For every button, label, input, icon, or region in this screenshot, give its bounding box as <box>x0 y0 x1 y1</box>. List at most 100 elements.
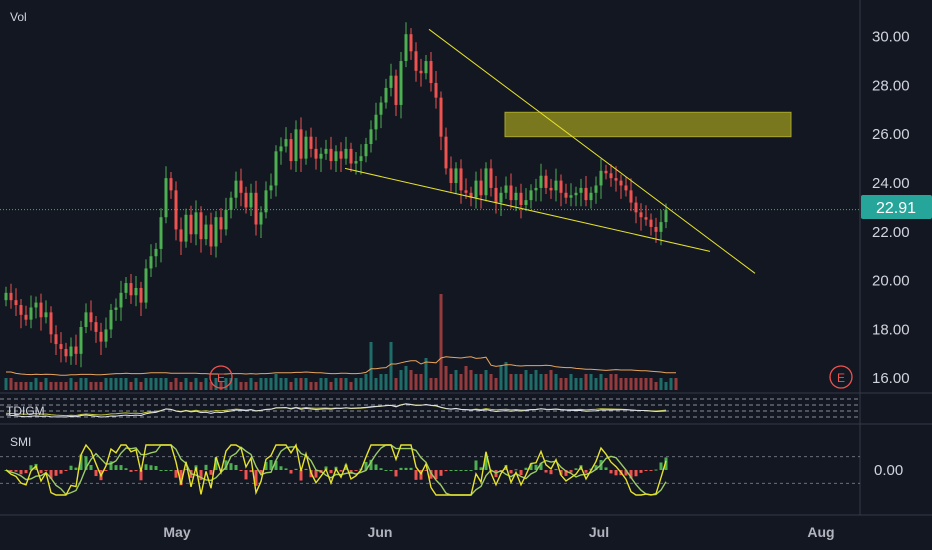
price-tick-label: 16.00 <box>872 370 910 387</box>
smi-histogram-bar <box>344 464 348 470</box>
smi-histogram-bar <box>39 470 43 474</box>
earnings-marker-aug[interactable]: E <box>829 365 853 389</box>
candle <box>644 205 648 226</box>
smi-histogram-bar <box>79 454 83 470</box>
volume-bar <box>74 382 78 390</box>
volume-bar <box>389 342 393 390</box>
smi-histogram-bar <box>214 457 218 470</box>
volume-bar <box>204 378 208 390</box>
time-tick-label: Jun <box>368 524 393 540</box>
volume-bar <box>384 374 388 390</box>
candle <box>74 334 78 365</box>
smi-histogram-bar <box>74 467 78 470</box>
volume-bar <box>314 382 318 390</box>
volume-bar <box>649 378 653 390</box>
volume-bar <box>344 378 348 390</box>
smi-histogram-bar <box>434 470 438 479</box>
candle <box>264 181 268 219</box>
price-tick-label: 18.00 <box>872 321 910 338</box>
volume-bar <box>214 378 218 390</box>
smi-histogram-bar <box>119 465 123 470</box>
candle <box>629 178 633 212</box>
smi-histogram-bar <box>114 465 118 470</box>
volume-bar <box>24 382 28 390</box>
smi-histogram-bar <box>384 470 388 471</box>
volume-ma-line <box>6 356 676 376</box>
candle <box>324 139 328 160</box>
candle <box>159 208 163 263</box>
candle <box>469 186 473 207</box>
axis-layer: 30.00 28.00 26.00 24.00 22.00 20.00 18.00 16.00… <box>163 29 909 540</box>
volume-bar <box>664 382 668 390</box>
volume-bar <box>19 382 23 390</box>
candle <box>579 178 583 207</box>
volume-bar <box>514 374 518 390</box>
resistance-zone[interactable] <box>504 111 792 138</box>
smi-histogram-bar <box>439 470 443 476</box>
volume-bar <box>529 374 533 390</box>
volume-bar <box>399 370 403 390</box>
candle <box>4 286 8 307</box>
earnings-marker-may[interactable]: E <box>209 365 233 389</box>
smi-histogram-bar <box>159 470 163 471</box>
volume-bar <box>499 366 503 390</box>
smi-histogram-bar <box>364 461 368 470</box>
candle <box>389 63 393 97</box>
current-price-badge: 22.91 <box>861 195 932 219</box>
candle <box>569 183 573 207</box>
volume-bar <box>469 370 473 390</box>
candle <box>449 156 453 192</box>
volume-layer <box>4 294 678 390</box>
smi-histogram-bar <box>484 455 488 470</box>
candle <box>599 158 603 199</box>
volume-bar <box>124 378 128 390</box>
smi-histogram-bar <box>354 470 358 472</box>
smi-histogram-bar <box>574 468 578 470</box>
candle <box>149 244 153 277</box>
candle <box>174 181 178 241</box>
candle <box>169 172 173 199</box>
smi-histogram-bar <box>479 467 483 470</box>
volume-bar <box>309 382 313 390</box>
candle <box>379 96 383 129</box>
candle <box>9 283 13 309</box>
volume-bar <box>154 378 158 390</box>
candle <box>614 166 618 192</box>
volume-bar <box>609 374 613 390</box>
candle <box>119 280 123 321</box>
smi-histogram-bar <box>154 465 158 470</box>
volume-bar <box>674 378 678 390</box>
volume-bar <box>119 378 123 390</box>
candle <box>54 325 58 356</box>
smi-histogram-bar <box>659 462 663 470</box>
smi-histogram-bar <box>394 470 398 477</box>
volume-bar <box>494 378 498 390</box>
lower-trendline[interactable] <box>344 167 711 252</box>
candle <box>349 142 353 173</box>
price-tick-label: 30.00 <box>872 29 910 46</box>
volume-bar <box>294 378 298 390</box>
upper-trendline[interactable] <box>428 28 756 274</box>
smi-histogram-bar <box>244 470 248 480</box>
candle <box>194 200 198 246</box>
volume-bar <box>129 382 133 390</box>
candle <box>444 127 448 175</box>
smi-histogram-bar <box>554 469 558 471</box>
smi-histogram-bar <box>264 461 268 470</box>
candle <box>189 205 193 243</box>
volume-bar <box>524 370 528 390</box>
smi-histogram-bar <box>239 470 243 471</box>
volume-bar <box>379 374 383 390</box>
smi-histogram-bar <box>279 466 283 470</box>
volume-bar <box>409 370 413 390</box>
smi-main-line <box>5 443 667 496</box>
volume-bar <box>479 374 483 390</box>
candle <box>94 316 98 343</box>
price-badge-bg <box>861 195 932 219</box>
volume-bar <box>394 378 398 390</box>
volume-bar <box>164 378 168 390</box>
smi-histogram-bar <box>294 468 298 470</box>
trendline-layer[interactable] <box>344 28 756 274</box>
candle <box>604 164 608 180</box>
